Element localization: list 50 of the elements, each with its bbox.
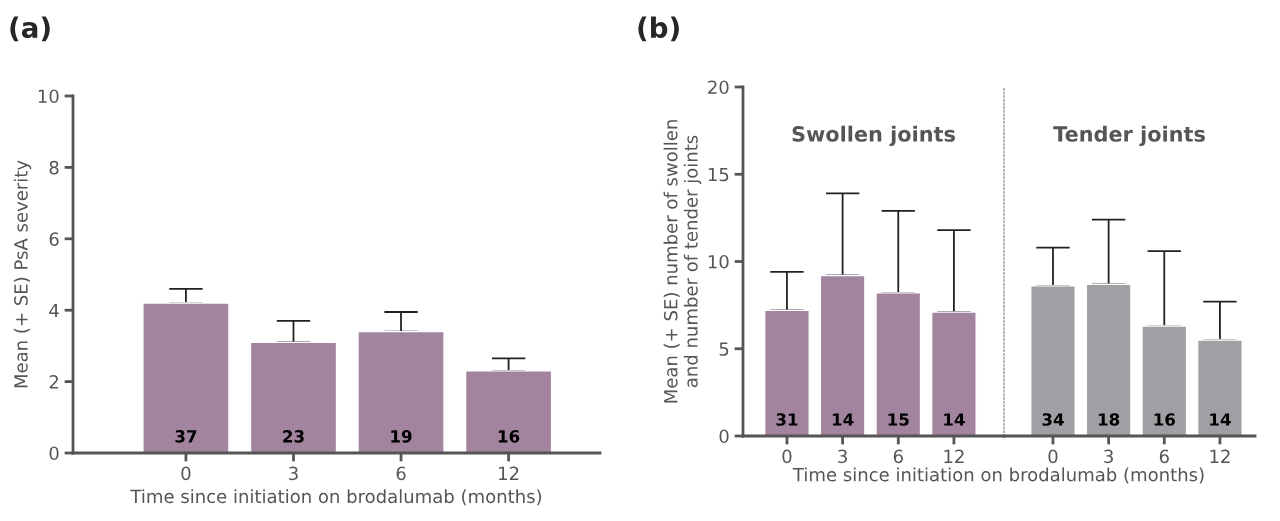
x-tick-label: 12 <box>944 449 964 463</box>
chart-title: (a) <box>10 16 50 42</box>
annotation: 14 <box>1210 413 1231 426</box>
text: Tender joints <box>1053 125 1205 147</box>
x-tick-label: 6 <box>893 449 903 464</box>
y-tick-label: 20 <box>708 80 729 95</box>
bar <box>357 330 445 453</box>
annotation: 16 <box>498 430 520 443</box>
bar <box>764 309 810 436</box>
annotation: 31 <box>776 413 798 426</box>
bar <box>930 311 977 436</box>
x-tick-label: 12 <box>1210 449 1230 463</box>
annotation: 23 <box>283 430 304 443</box>
bar <box>875 292 922 436</box>
x-tick-label: 0 <box>181 466 191 481</box>
x-tick-label: 12 <box>499 466 519 480</box>
y-tick-label: 6 <box>49 232 59 246</box>
text: Swollen joints <box>792 125 955 147</box>
annotation: 37 <box>175 430 197 443</box>
y-tick-label: 15 <box>708 167 729 182</box>
x-tick-label: 6 <box>396 466 406 481</box>
y-tick-label: 0 <box>719 429 729 444</box>
bar <box>142 302 230 453</box>
chart-title: (b) <box>638 16 679 42</box>
annotation: 14 <box>944 413 965 426</box>
y-tick-label: 10 <box>38 89 59 104</box>
y-tick-label: 10 <box>708 254 729 269</box>
y-tick-label: 2 <box>49 375 58 389</box>
y-tick-label: 4 <box>49 303 59 318</box>
x-axis-title: Time since initiation on brodalumab (months) <box>130 489 542 506</box>
x-tick-label: 0 <box>782 449 792 464</box>
x-tick-label: 3 <box>289 466 298 481</box>
bar <box>249 341 338 453</box>
annotation: 16 <box>1154 413 1175 426</box>
annotation: 18 <box>1098 413 1120 426</box>
annotation: 19 <box>391 430 412 443</box>
x-axis-title: Time since initiation on brodalumab (months) <box>792 467 1204 484</box>
annotation: 15 <box>888 413 909 426</box>
x-tick-label: 3 <box>1104 449 1113 464</box>
bar <box>819 274 866 436</box>
x-tick-label: 6 <box>1159 449 1169 464</box>
bar <box>464 370 553 453</box>
y-tick-label: 5 <box>719 342 729 356</box>
y-axis-title: Mean (+ SE) number of swollen and number of tender joints <box>663 120 702 403</box>
annotation: 14 <box>832 413 854 426</box>
y-tick-label: 8 <box>49 160 59 175</box>
x-tick-label: 3 <box>838 449 847 464</box>
y-axis-title: Mean (+ SE) PsA severity <box>13 160 32 388</box>
annotation: 34 <box>1042 413 1064 426</box>
x-tick-label: 0 <box>1048 449 1058 464</box>
